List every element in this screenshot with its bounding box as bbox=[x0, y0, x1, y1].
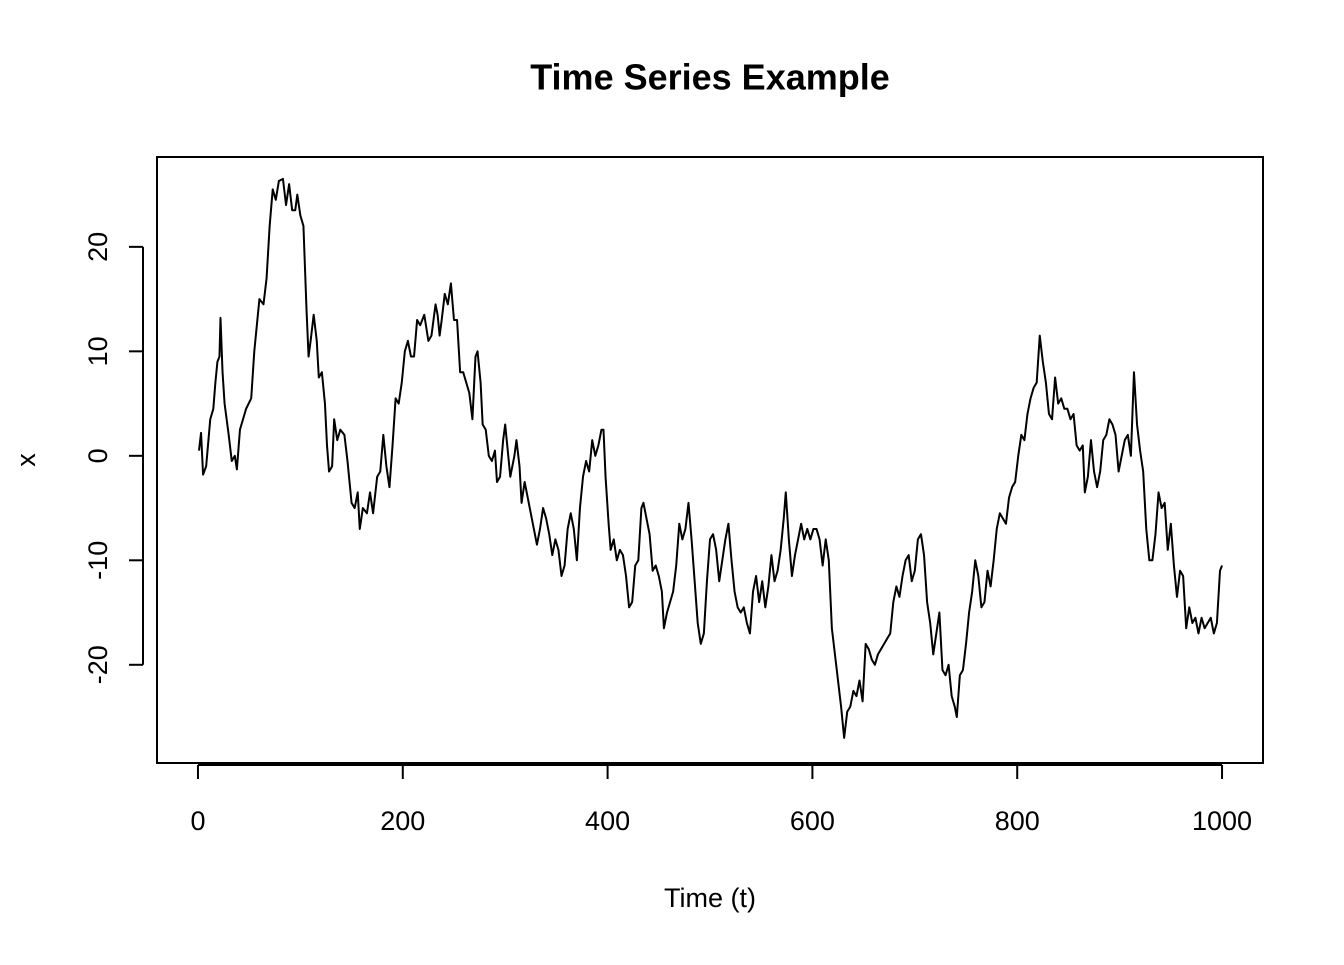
y-tick-label: 0 bbox=[83, 448, 113, 463]
x-tick-label: 600 bbox=[790, 806, 835, 836]
chart-title: Time Series Example bbox=[530, 57, 890, 98]
plot-frame bbox=[156, 156, 1264, 764]
x-tick-label: 400 bbox=[585, 806, 630, 836]
y-tick-label: -20 bbox=[83, 645, 113, 684]
y-tick-label: 20 bbox=[83, 232, 113, 262]
y-tick-label: 10 bbox=[83, 336, 113, 366]
x-tick-label: 1000 bbox=[1192, 806, 1252, 836]
x-tick-label: 200 bbox=[380, 806, 425, 836]
x-tick-label: 800 bbox=[995, 806, 1040, 836]
x-tick-label: 0 bbox=[190, 806, 205, 836]
y-tick-label: -10 bbox=[83, 541, 113, 580]
y-axis-label: x bbox=[11, 453, 41, 467]
x-axis-label: Time (t) bbox=[664, 883, 756, 913]
series-line bbox=[197, 177, 1223, 739]
